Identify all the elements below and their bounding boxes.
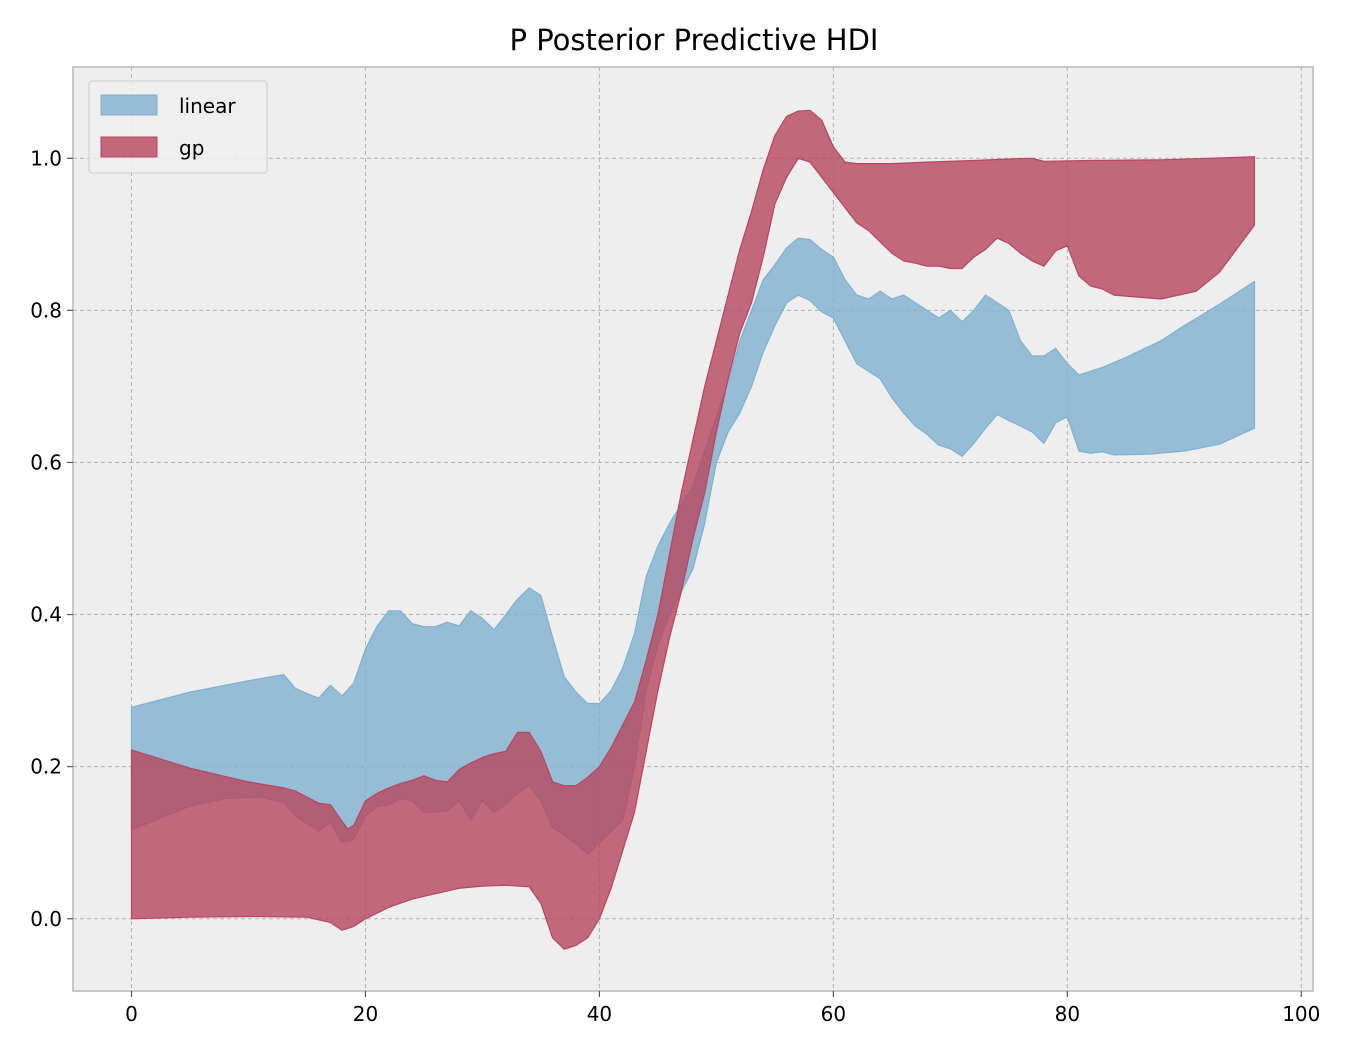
- chart-title: P Posterior Predictive HDI: [510, 23, 879, 57]
- y-tick-label: 0.2: [30, 755, 62, 779]
- axis-ticks: 0 20 40 60 80 100 0.0 0.2 0.4 0.6 0.8 1.0: [30, 146, 1320, 1026]
- x-tick-label: 20: [353, 1002, 378, 1026]
- y-tick-label: 0.8: [30, 298, 62, 322]
- x-tick-label: 60: [821, 1002, 846, 1026]
- x-tick-label: 80: [1055, 1002, 1080, 1026]
- hdi-bands: [130, 109, 1256, 950]
- legend-swatch-linear: [100, 94, 158, 116]
- x-tick-label: 0: [125, 1002, 138, 1026]
- legend-label-linear: linear: [179, 94, 236, 118]
- y-tick-label: 1.0: [30, 146, 62, 170]
- hdi-band-gp: [130, 109, 1256, 950]
- x-tick-label: 40: [587, 1002, 612, 1026]
- y-tick-label: 0.0: [30, 907, 62, 931]
- x-tick-label: 100: [1282, 1002, 1320, 1026]
- plot-frame: [72, 66, 1314, 992]
- y-tick-label: 0.6: [30, 450, 62, 474]
- y-tick-label: 0.4: [30, 603, 62, 627]
- legend-label-gp: gp: [179, 136, 204, 160]
- legend: linear gp: [88, 80, 268, 174]
- legend-swatch-gp: [100, 136, 158, 158]
